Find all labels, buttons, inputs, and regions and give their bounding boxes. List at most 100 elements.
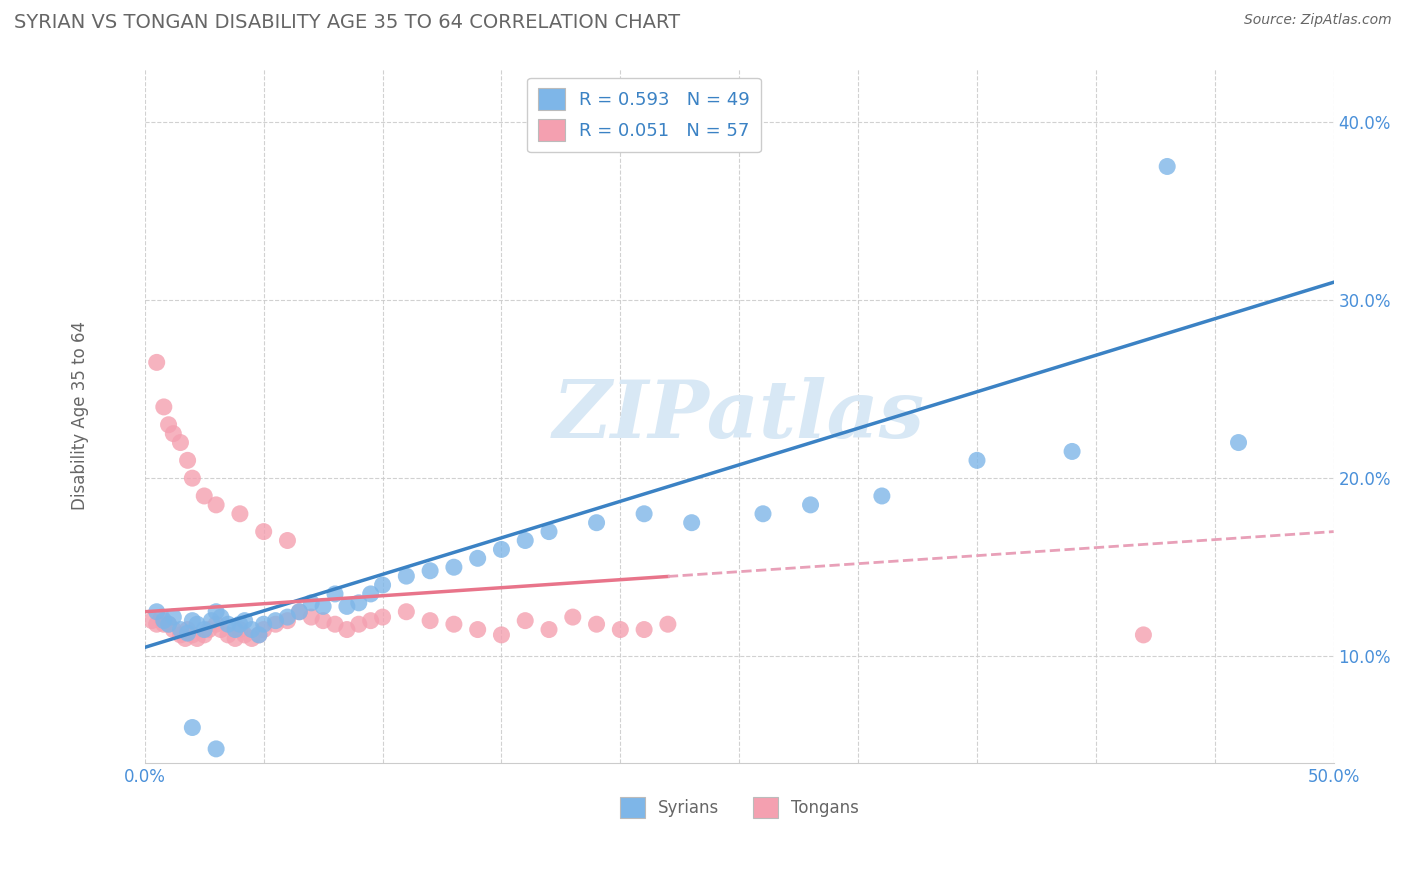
Point (181, 471, 204, 485)
Point (229, 617, 252, 632)
Point (253, 623, 276, 637)
Point (347, 617, 370, 632)
Point (443, 617, 465, 632)
Point (467, 551, 489, 566)
Point (609, 623, 631, 637)
Point (153, 400, 176, 414)
Point (145, 355, 167, 369)
Point (169, 435, 191, 450)
Point (966, 453, 988, 467)
Point (276, 610, 298, 624)
Point (371, 578, 394, 592)
Point (360, 614, 382, 628)
Y-axis label: Disability Age 35 to 64: Disability Age 35 to 64 (72, 321, 89, 510)
Point (186, 632, 208, 646)
Point (312, 614, 335, 628)
Point (193, 628, 215, 642)
Point (288, 605, 311, 619)
Point (157, 617, 180, 632)
Point (174, 632, 197, 646)
Point (193, 623, 215, 637)
Point (209, 623, 232, 637)
Point (253, 524, 276, 539)
Point (240, 623, 263, 637)
Point (1227, 435, 1250, 450)
Point (360, 587, 382, 601)
Point (395, 569, 418, 583)
Point (1132, 628, 1154, 642)
Point (233, 628, 256, 642)
Point (247, 628, 270, 642)
Point (288, 605, 311, 619)
Point (162, 623, 184, 637)
Point (276, 614, 298, 628)
Point (491, 542, 513, 557)
Point (205, 617, 228, 632)
Point (181, 628, 204, 642)
Point (157, 617, 180, 632)
Point (247, 628, 270, 642)
Point (157, 417, 180, 432)
Point (561, 610, 583, 624)
Point (537, 623, 560, 637)
Point (181, 614, 204, 628)
Point (217, 617, 239, 632)
Point (181, 721, 204, 735)
Text: SYRIAN VS TONGAN DISABILITY AGE 35 TO 64 CORRELATION CHART: SYRIAN VS TONGAN DISABILITY AGE 35 TO 64… (14, 13, 681, 32)
Point (299, 610, 322, 624)
Point (176, 623, 198, 637)
Point (224, 632, 246, 646)
Point (491, 628, 513, 642)
Point (633, 623, 655, 637)
Point (145, 617, 167, 632)
Point (205, 498, 228, 512)
Text: ZIPatlas: ZIPatlas (553, 377, 925, 455)
Point (799, 498, 821, 512)
Text: Source: ZipAtlas.com: Source: ZipAtlas.com (1244, 13, 1392, 28)
Point (205, 742, 228, 756)
Point (224, 623, 246, 637)
Point (336, 623, 359, 637)
Point (443, 560, 465, 574)
Point (264, 617, 287, 632)
Point (299, 596, 322, 610)
Point (217, 628, 239, 642)
Point (193, 489, 215, 503)
Point (336, 599, 359, 614)
Point (229, 507, 252, 521)
Point (162, 610, 184, 624)
Point (515, 533, 537, 548)
Point (371, 610, 394, 624)
Point (395, 605, 418, 619)
Point (240, 632, 263, 646)
Point (145, 605, 167, 619)
Point (229, 623, 252, 637)
Point (1062, 444, 1084, 458)
Point (209, 610, 232, 624)
Point (312, 599, 335, 614)
Point (176, 453, 198, 467)
Point (1156, 160, 1178, 174)
Point (467, 623, 489, 637)
Point (585, 617, 607, 632)
Point (870, 489, 893, 503)
Point (186, 617, 208, 632)
Point (153, 614, 176, 628)
Point (162, 426, 184, 441)
Point (141, 614, 163, 628)
Point (681, 516, 703, 530)
Point (205, 605, 228, 619)
Point (253, 782, 276, 797)
Point (253, 617, 276, 632)
Point (633, 507, 655, 521)
Point (419, 564, 441, 578)
Point (323, 617, 346, 632)
Point (169, 623, 191, 637)
Point (176, 626, 198, 640)
Point (657, 617, 679, 632)
Point (233, 614, 256, 628)
Point (200, 614, 222, 628)
Point (153, 617, 176, 632)
Legend: Syrians, Tongans: Syrians, Tongans (613, 790, 866, 824)
Point (515, 614, 537, 628)
